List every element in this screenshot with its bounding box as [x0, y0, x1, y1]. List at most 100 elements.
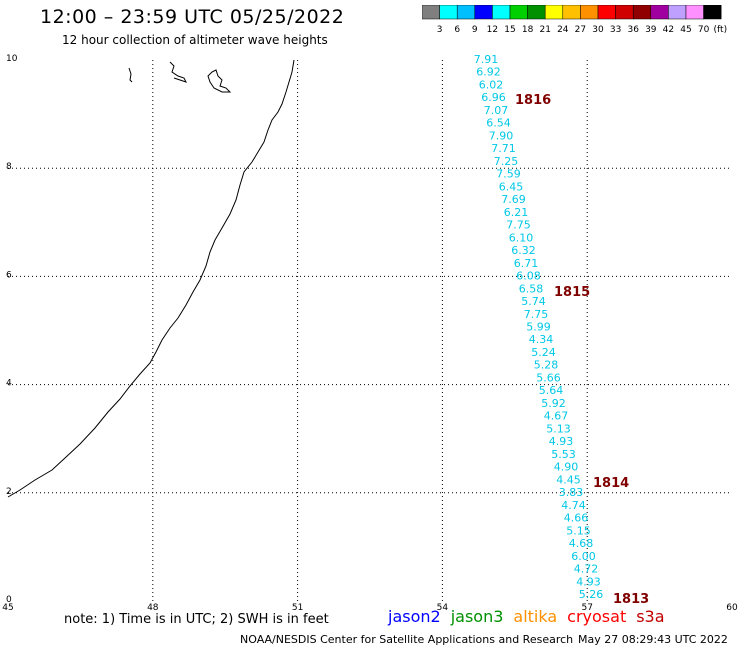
sat-jason2: jason2 — [388, 607, 441, 626]
colorbar-label: 36 — [627, 25, 639, 35]
wave-height-value: 7.91 — [474, 53, 499, 66]
track-time-label: 1813 — [613, 592, 649, 607]
wave-height-value: 7.90 — [489, 129, 514, 142]
colorbar-unit: (ft) — [714, 25, 728, 35]
y-tick-label: 4 — [6, 379, 12, 389]
colorbar-label: 30 — [592, 25, 604, 35]
colorbar-label: 45 — [680, 25, 691, 35]
coastline-path — [7, 59, 295, 498]
graticule — [8, 60, 732, 601]
wave-height-value: 6.96 — [481, 91, 506, 104]
colorbar-label: 15 — [504, 25, 515, 35]
track-labels: 1816 1815 1814 1813 — [515, 93, 649, 607]
track-time-label: 1816 — [515, 93, 551, 108]
wave-height-value: 6.00 — [571, 550, 596, 563]
wave-height-value: 6.71 — [514, 257, 539, 270]
wave-height-value: 4.93 — [549, 435, 574, 448]
x-axis-labels: 45 48 51 54 57 60 — [2, 603, 738, 610]
colorbar-label: 24 — [557, 25, 569, 35]
colorbar-label: 42 — [663, 25, 674, 35]
track-time-label: 1814 — [593, 476, 629, 491]
wave-height-value: 4.45 — [556, 473, 581, 486]
wave-height-value: 7.59 — [496, 168, 521, 181]
wave-height-value: 6.08 — [516, 270, 541, 283]
wave-height-value: 4.90 — [554, 461, 579, 474]
island-3 — [207, 69, 232, 93]
wave-height-labels: 7.916.926.026.967.076.547.907.717.257.59… — [474, 53, 604, 601]
y-tick-label: 2 — [6, 487, 12, 497]
sat-jason3: jason3 — [450, 607, 504, 626]
coastline — [7, 59, 295, 498]
sat-s3a: s3a — [636, 607, 665, 626]
colorbar-legend: 3 6 9 12 15 18 21 24 27 30 33 36 39 42 45 70 (ft) — [422, 5, 728, 35]
wave-height-value: 7.07 — [484, 104, 509, 117]
wave-height-map: 45 48 51 54 57 60 0 2 4 6 8 10 7.916.926.026.967.0… — [2, 53, 738, 610]
wave-height-value: 4.72 — [574, 563, 599, 576]
wave-height-value: 5.26 — [579, 588, 604, 601]
colorbar-label: 9 — [472, 25, 478, 35]
wave-height-value: 5.15 — [566, 524, 591, 537]
colorbar-label: 21 — [539, 25, 550, 35]
wave-height-value: 4.68 — [569, 537, 594, 550]
x-tick-label: 51 — [292, 603, 303, 610]
x-tick-label: 54 — [437, 603, 449, 610]
colorbar-label: 6 — [454, 25, 460, 35]
colorbar-label: 27 — [575, 25, 586, 35]
wave-height-value: 6.21 — [504, 206, 529, 219]
wave-height-value: 5.99 — [526, 321, 551, 334]
wave-height-value: 5.53 — [551, 448, 576, 461]
x-tick-label: 60 — [726, 603, 738, 610]
colorbar-swatch — [703, 5, 722, 20]
wave-height-value: 6.10 — [509, 231, 534, 244]
wave-height-value: 3.83 — [559, 486, 584, 499]
wave-height-value: 6.58 — [519, 282, 544, 295]
colorbar-label: 39 — [645, 25, 657, 35]
page-title: 12:00 – 23:59 UTC 05/25/2022 — [40, 6, 345, 28]
wave-height-value: 7.25 — [494, 155, 519, 168]
island-1 — [128, 67, 133, 83]
wave-height-value: 5.66 — [536, 371, 561, 384]
wave-height-value: 7.69 — [501, 193, 526, 206]
wave-height-value: 7.71 — [491, 142, 516, 155]
wave-height-value: 4.74 — [561, 499, 586, 512]
timestamp-text: May 27 08:29:43 UTC 2022 — [578, 633, 728, 646]
wave-height-value: 6.92 — [476, 66, 501, 79]
wave-height-value: 5.24 — [531, 346, 556, 359]
wave-height-value: 6.54 — [486, 117, 511, 130]
wave-height-value: 4.34 — [529, 333, 554, 346]
y-tick-label: 6 — [6, 270, 12, 280]
colorbar-label: 18 — [522, 25, 534, 35]
x-tick-label: 48 — [147, 603, 159, 610]
wave-height-value: 6.02 — [479, 78, 504, 91]
y-tick-label: 8 — [6, 162, 12, 172]
wave-height-value: 7.75 — [524, 308, 549, 321]
colorbar-label: 33 — [610, 25, 621, 35]
satellite-legend: jason2 jason3 altika cryosat s3a — [388, 607, 675, 626]
page-subtitle: 12 hour collection of altimeter wave hei… — [62, 33, 328, 47]
wave-height-value: 4.93 — [576, 575, 601, 588]
track-time-label: 1815 — [554, 285, 590, 300]
colorbar-label: 3 — [437, 25, 443, 35]
sat-cryosat: cryosat — [567, 607, 627, 626]
wave-height-value: 5.13 — [546, 422, 571, 435]
wave-height-value: 5.92 — [541, 397, 566, 410]
x-tick-label: 45 — [2, 603, 13, 610]
x-tick-label: 57 — [581, 603, 592, 610]
wave-height-value: 7.75 — [506, 219, 531, 232]
note-text: note: 1) Time is in UTC; 2) SWH is in fe… — [64, 612, 329, 627]
colorbar-label: 70 — [698, 25, 710, 35]
wave-height-value: 5.28 — [534, 359, 559, 372]
island-2 — [169, 61, 187, 83]
y-axis-labels: 0 2 4 6 8 10 — [6, 54, 18, 605]
y-tick-label: 10 — [6, 54, 18, 64]
y-tick-label: 0 — [6, 595, 12, 605]
sat-altika: altika — [513, 607, 558, 626]
wave-height-value: 6.32 — [511, 244, 536, 257]
colorbar-label: 12 — [487, 25, 498, 35]
credit-text: NOAA/NESDIS Center for Satellite Applica… — [240, 633, 574, 646]
wave-height-value: 4.66 — [564, 512, 589, 525]
wave-height-value: 6.45 — [499, 180, 524, 193]
wave-height-value: 5.64 — [539, 384, 564, 397]
wave-height-value: 5.74 — [521, 295, 546, 308]
wave-height-value: 4.67 — [544, 410, 569, 423]
